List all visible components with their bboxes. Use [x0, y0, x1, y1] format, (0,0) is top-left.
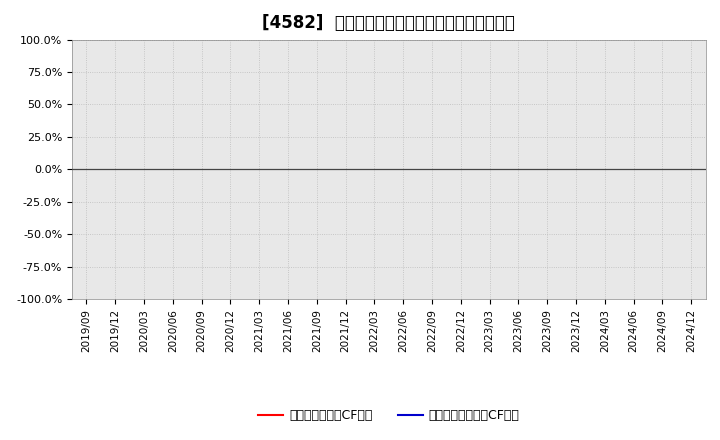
Title: [4582]  有利子負債キャッシュフロー比率の推移: [4582] 有利子負債キャッシュフロー比率の推移 — [262, 15, 516, 33]
Legend: 有利子負債営業CF比率, 有利子負債フリーCF比率: 有利子負債営業CF比率, 有利子負債フリーCF比率 — [253, 404, 525, 427]
